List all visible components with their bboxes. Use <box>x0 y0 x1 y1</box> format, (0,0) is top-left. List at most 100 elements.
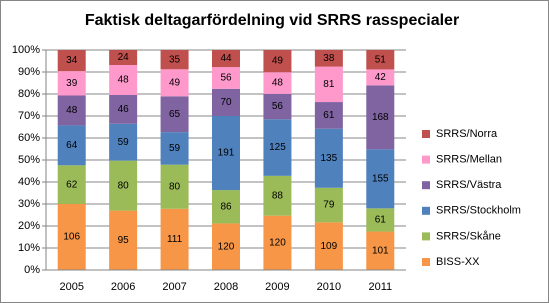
value-label: 24 <box>118 52 130 63</box>
y-tick-label: 10% <box>18 242 40 254</box>
value-label: 61 <box>375 215 387 226</box>
legend-label: SRRS/Skåne <box>436 230 501 242</box>
value-label: 34 <box>66 55 78 66</box>
bar-segment <box>57 50 86 72</box>
bar-segment <box>160 50 189 70</box>
value-label: 44 <box>220 53 232 64</box>
bar-segment <box>160 208 189 270</box>
value-label: 191 <box>218 148 235 159</box>
x-tick-label: 2005 <box>59 281 83 293</box>
x-tick-label: 2007 <box>162 281 186 293</box>
bar-segment <box>366 231 395 270</box>
bar-segment <box>263 50 292 73</box>
bar-segment <box>160 96 189 133</box>
value-label: 88 <box>272 190 284 201</box>
value-label: 70 <box>220 97 232 108</box>
bar-segment <box>109 50 138 65</box>
bar-segment <box>160 164 189 209</box>
value-label: 135 <box>321 153 338 164</box>
bar-segment <box>57 165 86 204</box>
legend-swatch <box>422 130 430 138</box>
value-label: 79 <box>323 200 335 211</box>
value-label: 61 <box>323 110 335 121</box>
bar-segment <box>314 66 343 103</box>
bar-segment <box>212 50 240 68</box>
bar-segment <box>366 85 395 150</box>
legend-swatch <box>422 206 430 215</box>
bar-segment <box>314 50 343 67</box>
bar-segment <box>314 128 343 188</box>
value-label: 42 <box>375 72 387 83</box>
value-label: 48 <box>118 75 130 86</box>
value-label: 46 <box>118 104 130 115</box>
value-label: 120 <box>269 237 286 248</box>
bar-segment <box>212 223 240 270</box>
value-label: 51 <box>375 54 387 65</box>
value-label: 48 <box>66 105 78 116</box>
bar-segment <box>263 72 292 94</box>
bar-segment <box>57 71 86 96</box>
value-label: 106 <box>63 232 80 243</box>
bar-segment <box>314 187 343 223</box>
value-label: 35 <box>169 54 181 65</box>
value-label: 56 <box>220 73 232 84</box>
legend-swatch <box>422 181 430 190</box>
value-label: 125 <box>269 142 286 153</box>
bar-segment <box>212 67 240 89</box>
value-label: 95 <box>118 235 130 246</box>
bar-segment <box>263 175 292 216</box>
x-tick-label: 2010 <box>317 281 341 293</box>
bar-segment <box>109 210 138 270</box>
value-label: 49 <box>169 77 181 88</box>
value-label: 64 <box>66 140 78 151</box>
y-tick-label: 30% <box>18 198 40 210</box>
y-tick-label: 80% <box>18 88 40 100</box>
bar-segment <box>314 102 343 129</box>
value-label: 80 <box>118 180 130 191</box>
bar-segment <box>212 88 240 116</box>
value-label: 62 <box>66 179 78 190</box>
bar-segment <box>366 69 395 86</box>
bar-segment <box>160 69 189 97</box>
x-tick-label: 2009 <box>265 281 289 293</box>
bar-segment <box>212 190 240 224</box>
value-label: 86 <box>220 201 232 212</box>
legend-label: SRRS/Norra <box>436 128 498 140</box>
legend-label: SRRS/Mellan <box>436 154 502 166</box>
bar-segment <box>263 215 292 270</box>
bar-segment <box>263 93 292 120</box>
bar-segment <box>109 95 138 124</box>
bar-segment <box>212 115 240 191</box>
bar-segment <box>57 125 86 166</box>
value-label: 109 <box>321 241 338 252</box>
value-label: 56 <box>272 101 284 112</box>
y-tick-label: 100% <box>12 44 40 56</box>
bar-segment <box>314 222 343 270</box>
y-tick-label: 20% <box>18 220 40 232</box>
legend-swatch <box>422 232 430 241</box>
x-tick-label: 2008 <box>214 281 238 293</box>
y-tick-label: 90% <box>18 66 40 78</box>
bar-segment <box>366 208 395 232</box>
bar-segment <box>109 123 138 161</box>
y-tick-label: 40% <box>18 176 40 188</box>
value-label: 39 <box>66 78 78 89</box>
legend-label: SRRS/Stockholm <box>436 205 521 217</box>
value-label: 59 <box>118 137 130 148</box>
value-label: 101 <box>372 245 389 256</box>
bar-segment <box>263 119 292 176</box>
chart-title: Faktisk deltagarfördelning vid SRRS rass… <box>85 12 459 29</box>
x-tick-label: 2011 <box>368 281 392 293</box>
value-label: 48 <box>272 78 284 89</box>
value-label: 59 <box>169 143 181 154</box>
value-label: 155 <box>372 173 389 184</box>
legend-label: BISS-XX <box>436 256 480 268</box>
value-label: 38 <box>323 53 335 64</box>
y-tick-label: 70% <box>18 110 40 122</box>
legend-label: SRRS/Västra <box>436 179 502 191</box>
value-label: 49 <box>272 56 284 67</box>
y-tick-label: 0% <box>24 264 40 276</box>
bar-segment <box>57 203 86 270</box>
bar-segment <box>160 132 189 165</box>
